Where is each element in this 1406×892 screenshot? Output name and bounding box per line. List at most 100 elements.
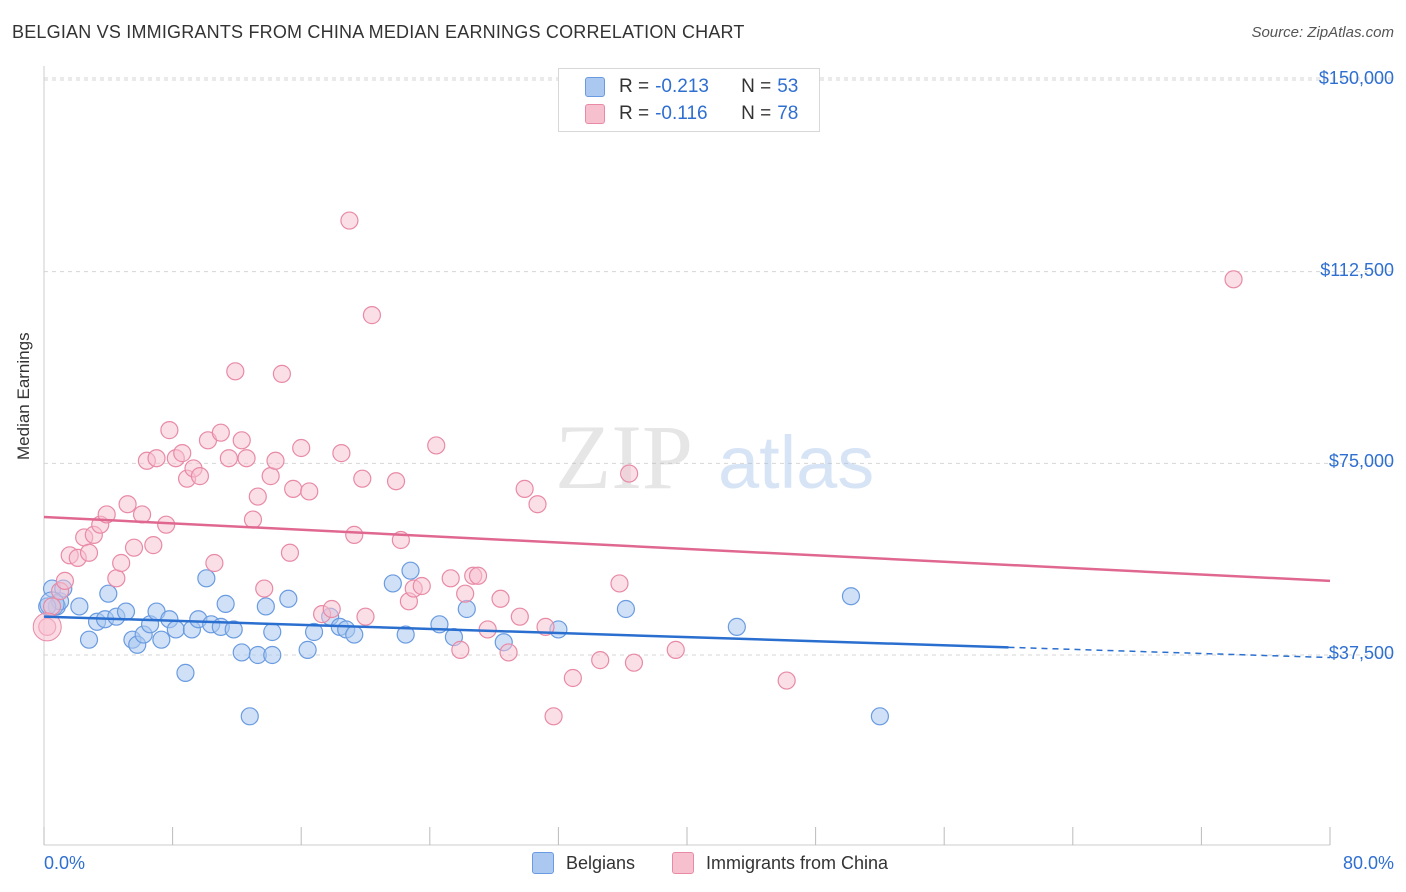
belgians-point — [240, 707, 259, 726]
china-point — [456, 584, 475, 603]
china-swatch — [585, 104, 605, 124]
belgians-trend-line — [43, 615, 1009, 649]
china-point — [226, 362, 245, 381]
belgians-point — [79, 630, 99, 649]
belgians-point — [616, 599, 636, 619]
belgians-point — [383, 574, 402, 593]
legend-row-china: R = -0.116 N = 78 — [585, 102, 798, 126]
china-point — [147, 449, 166, 468]
china-point — [427, 436, 446, 455]
china-point-large — [32, 612, 62, 642]
china-point — [620, 464, 639, 483]
belgians-point — [279, 589, 298, 608]
n-value: 78 — [777, 103, 799, 124]
china-point — [345, 525, 364, 544]
y-tick-label: $37,500 — [1328, 643, 1394, 663]
legend-label-belgians: Belgians — [566, 852, 636, 873]
china-point — [624, 653, 644, 672]
china-point — [272, 364, 292, 383]
china-point — [451, 640, 470, 659]
china-point — [491, 589, 510, 608]
belgians-point — [457, 599, 476, 619]
belgians-point — [176, 663, 195, 682]
legend-item-belgians[interactable]: Belgians — [532, 852, 635, 874]
china-point — [610, 574, 629, 593]
watermark: ZIP atlas — [555, 406, 874, 508]
grid-lines — [44, 77, 1395, 656]
r-label: R = — [619, 76, 650, 97]
china-point — [412, 576, 431, 596]
china-point — [261, 467, 280, 486]
china-point — [468, 566, 488, 585]
belgians-point — [298, 640, 317, 659]
china-point — [441, 569, 460, 588]
r-value: -0.213 — [655, 76, 709, 97]
belgians-point — [841, 587, 861, 606]
n-label: N = — [741, 103, 772, 124]
watermark-zip: ZIP — [555, 406, 693, 508]
china-point — [292, 438, 311, 458]
china-point — [160, 421, 179, 440]
china-point — [79, 543, 99, 562]
china-point — [340, 211, 359, 230]
belgians-point — [256, 597, 275, 616]
china-point — [563, 668, 582, 688]
china-swatch — [672, 852, 694, 874]
legend-item-china[interactable]: Immigrants from China — [672, 852, 888, 874]
china-point — [255, 579, 274, 598]
china-points — [32, 211, 1243, 726]
belgians-point — [70, 597, 89, 616]
china-point — [107, 569, 126, 588]
belgians-point — [870, 707, 890, 726]
china-point — [515, 479, 534, 498]
belgians-point — [401, 561, 420, 580]
y-tick-label: $112,500 — [1320, 259, 1394, 280]
china-point — [777, 671, 796, 690]
china-point — [591, 651, 610, 670]
legend-label-china: Immigrants from China — [706, 852, 889, 873]
belgians-point — [216, 594, 235, 613]
belgians-point — [304, 622, 324, 642]
china-point — [211, 423, 230, 442]
china-point — [386, 472, 406, 491]
china-point — [190, 467, 210, 486]
china-point — [219, 449, 238, 468]
n-value: 53 — [777, 76, 799, 97]
axes — [43, 66, 1331, 846]
china-point — [243, 510, 263, 529]
belgians-point — [727, 617, 746, 636]
china-point — [232, 431, 251, 450]
belgians-trend-extension — [1008, 646, 1331, 659]
china-point — [353, 469, 372, 488]
china-point — [112, 553, 131, 573]
r-label: R = — [619, 103, 650, 124]
belgians-point — [152, 630, 171, 649]
china-point — [666, 640, 685, 659]
trend-lines — [43, 515, 1331, 659]
belgians-point — [345, 625, 364, 644]
china-point — [499, 643, 518, 662]
china-point — [536, 617, 555, 636]
correlation-legend: R = -0.213 N = 53 R = -0.116 N = 78 — [558, 68, 820, 132]
x-tick-label-max: 80.0% — [1342, 853, 1394, 873]
watermark-atlas: atlas — [718, 421, 874, 504]
china-point — [144, 536, 163, 555]
x-tick-label-min: 0.0% — [44, 853, 86, 873]
china-point — [266, 451, 285, 470]
china-point — [237, 449, 256, 468]
chart-title: BELGIAN VS IMMIGRANTS FROM CHINA MEDIAN … — [12, 22, 745, 42]
china-point — [124, 538, 144, 557]
china-point — [205, 553, 224, 573]
china-trend-line — [43, 515, 1331, 583]
belgians-swatch — [532, 852, 554, 874]
china-point — [248, 487, 267, 506]
china-point — [157, 515, 176, 534]
source-label: Source: ZipAtlas.com — [1251, 24, 1394, 41]
china-point — [528, 495, 547, 514]
belgians-point — [116, 602, 136, 621]
china-point — [544, 707, 563, 726]
belgians-point — [263, 645, 282, 665]
belgians-point — [99, 584, 118, 603]
belgians-swatch — [585, 77, 605, 97]
china-point — [322, 599, 341, 619]
